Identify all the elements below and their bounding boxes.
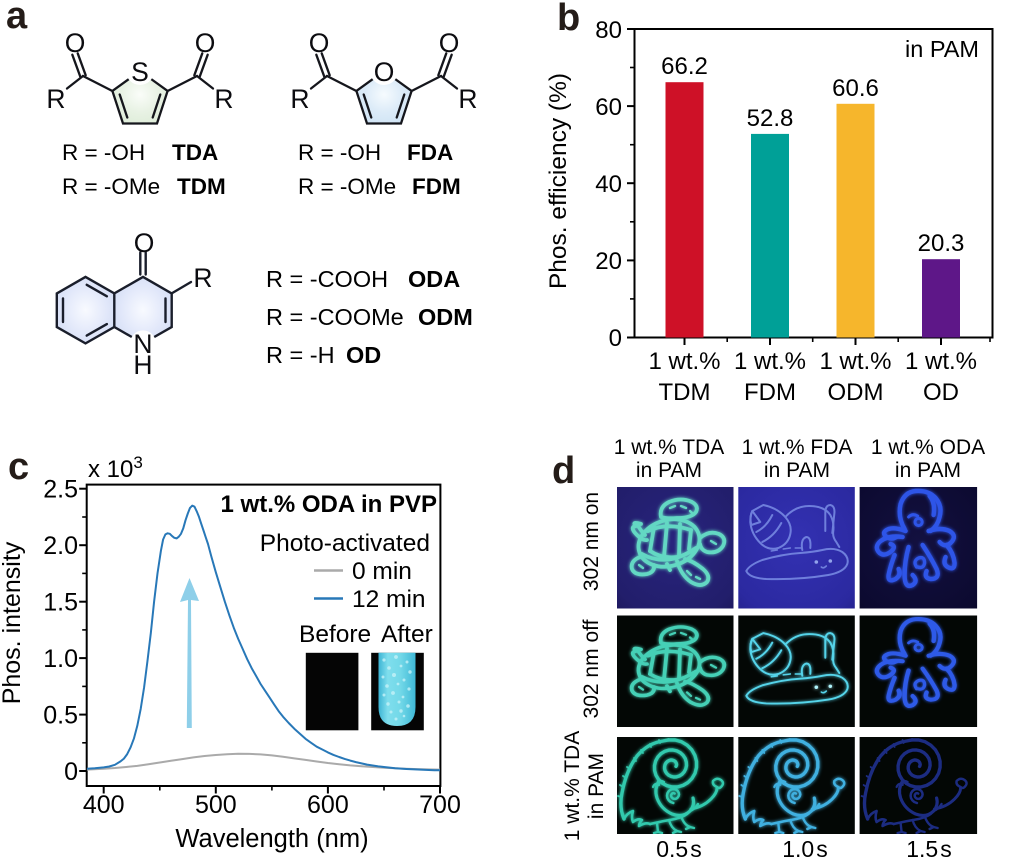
svg-text:0: 0 bbox=[609, 325, 622, 352]
svg-text:O: O bbox=[195, 28, 216, 58]
svg-text:1.5s: 1.5s bbox=[906, 836, 951, 862]
svg-text:1 wt.% ODA in PVP: 1 wt.% ODA in PVP bbox=[221, 491, 437, 518]
svg-text:52.8: 52.8 bbox=[747, 105, 794, 132]
svg-text:0.5: 0.5 bbox=[43, 702, 78, 730]
svg-text:60.6: 60.6 bbox=[832, 75, 879, 102]
svg-text:After: After bbox=[381, 621, 433, 648]
svg-text:1 wt.%: 1 wt.% bbox=[905, 348, 977, 375]
svg-text:400: 400 bbox=[83, 791, 125, 819]
svg-text:1.0: 1.0 bbox=[43, 645, 78, 673]
svg-text:12 min: 12 min bbox=[352, 586, 426, 613]
svg-text:R = -OH: R = -OH bbox=[62, 140, 145, 165]
svg-text:302 nm on: 302 nm on bbox=[580, 492, 603, 591]
svg-text:R: R bbox=[290, 84, 309, 114]
svg-text:1 wt.%: 1 wt.% bbox=[648, 348, 720, 375]
svg-text:80: 80 bbox=[595, 17, 622, 44]
svg-text:R: R bbox=[193, 263, 212, 293]
svg-text:in PAM: in PAM bbox=[905, 36, 979, 62]
svg-text:ODM: ODM bbox=[828, 379, 884, 406]
svg-text:R = -OMe: R = -OMe bbox=[62, 174, 160, 199]
svg-text:in PAM: in PAM bbox=[585, 753, 608, 819]
svg-text:Phos. efficiency (%): Phos. efficiency (%) bbox=[545, 73, 572, 289]
svg-text:FDM: FDM bbox=[744, 379, 796, 406]
svg-text:TDA: TDA bbox=[172, 140, 218, 165]
svg-text:66.2: 66.2 bbox=[661, 53, 708, 80]
svg-text:OD: OD bbox=[346, 342, 381, 368]
svg-text:Phos. intensity: Phos. intensity bbox=[0, 541, 26, 704]
svg-text:500: 500 bbox=[195, 791, 237, 819]
svg-text:R = -COOMe: R = -COOMe bbox=[266, 304, 404, 330]
svg-text:1 wt.% TDA: 1 wt.% TDA bbox=[561, 731, 584, 841]
svg-text:O: O bbox=[309, 28, 330, 58]
svg-text:R = -OMe: R = -OMe bbox=[298, 174, 396, 199]
svg-text:1.5: 1.5 bbox=[43, 589, 78, 617]
svg-text:1 wt.% FDA: 1 wt.% FDA bbox=[742, 436, 853, 459]
svg-text:60: 60 bbox=[595, 94, 622, 121]
svg-text:40: 40 bbox=[595, 171, 622, 198]
svg-text:20: 20 bbox=[595, 248, 622, 275]
svg-text:O: O bbox=[134, 228, 155, 258]
svg-text:1 wt.% ODA: 1 wt.% ODA bbox=[871, 436, 985, 459]
svg-text:Wavelength (nm): Wavelength (nm) bbox=[175, 825, 368, 853]
svg-text:O: O bbox=[374, 57, 395, 87]
svg-text:0 min: 0 min bbox=[352, 558, 412, 585]
svg-text:Before: Before bbox=[299, 621, 371, 648]
svg-text:R: R bbox=[46, 84, 65, 114]
svg-text:600: 600 bbox=[307, 791, 349, 819]
svg-text:302 nm off: 302 nm off bbox=[580, 619, 603, 718]
svg-text:2.5: 2.5 bbox=[43, 476, 78, 504]
svg-text:in PAM: in PAM bbox=[895, 459, 961, 482]
svg-text:R = -COOH: R = -COOH bbox=[266, 266, 388, 292]
svg-text:FDA: FDA bbox=[407, 140, 453, 165]
svg-text:OD: OD bbox=[923, 379, 959, 406]
svg-text:FDM: FDM bbox=[412, 174, 461, 199]
svg-text:700: 700 bbox=[419, 791, 461, 819]
svg-text:TDM: TDM bbox=[177, 174, 226, 199]
svg-text:R: R bbox=[458, 84, 477, 114]
svg-text:Photo-activated: Photo-activated bbox=[260, 530, 430, 557]
svg-text:2.0: 2.0 bbox=[43, 532, 78, 560]
svg-text:1 wt.% TDA: 1 wt.% TDA bbox=[614, 436, 724, 459]
svg-text:S: S bbox=[131, 57, 149, 87]
svg-text:R = -OH: R = -OH bbox=[298, 140, 381, 165]
svg-text:O: O bbox=[439, 28, 460, 58]
svg-text:0: 0 bbox=[64, 758, 78, 786]
svg-text:1.0s: 1.0s bbox=[782, 836, 827, 862]
svg-text:1 wt.%: 1 wt.% bbox=[734, 348, 806, 375]
svg-text:O: O bbox=[65, 28, 86, 58]
svg-text:in PAM: in PAM bbox=[636, 459, 702, 482]
svg-text:in PAM: in PAM bbox=[764, 459, 830, 482]
svg-text:1 wt.%: 1 wt.% bbox=[819, 348, 891, 375]
svg-text:N: N bbox=[133, 329, 152, 359]
svg-text:R: R bbox=[214, 84, 233, 114]
svg-text:TDM: TDM bbox=[659, 379, 711, 406]
svg-text:0.5s: 0.5s bbox=[656, 836, 701, 862]
svg-text:R = -H: R = -H bbox=[266, 342, 335, 368]
svg-text:20.3: 20.3 bbox=[918, 230, 965, 257]
svg-text:H: H bbox=[133, 350, 152, 380]
svg-text:ODM: ODM bbox=[418, 304, 473, 330]
svg-text:ODA: ODA bbox=[408, 266, 460, 292]
svg-text:x 103: x 103 bbox=[88, 453, 143, 483]
